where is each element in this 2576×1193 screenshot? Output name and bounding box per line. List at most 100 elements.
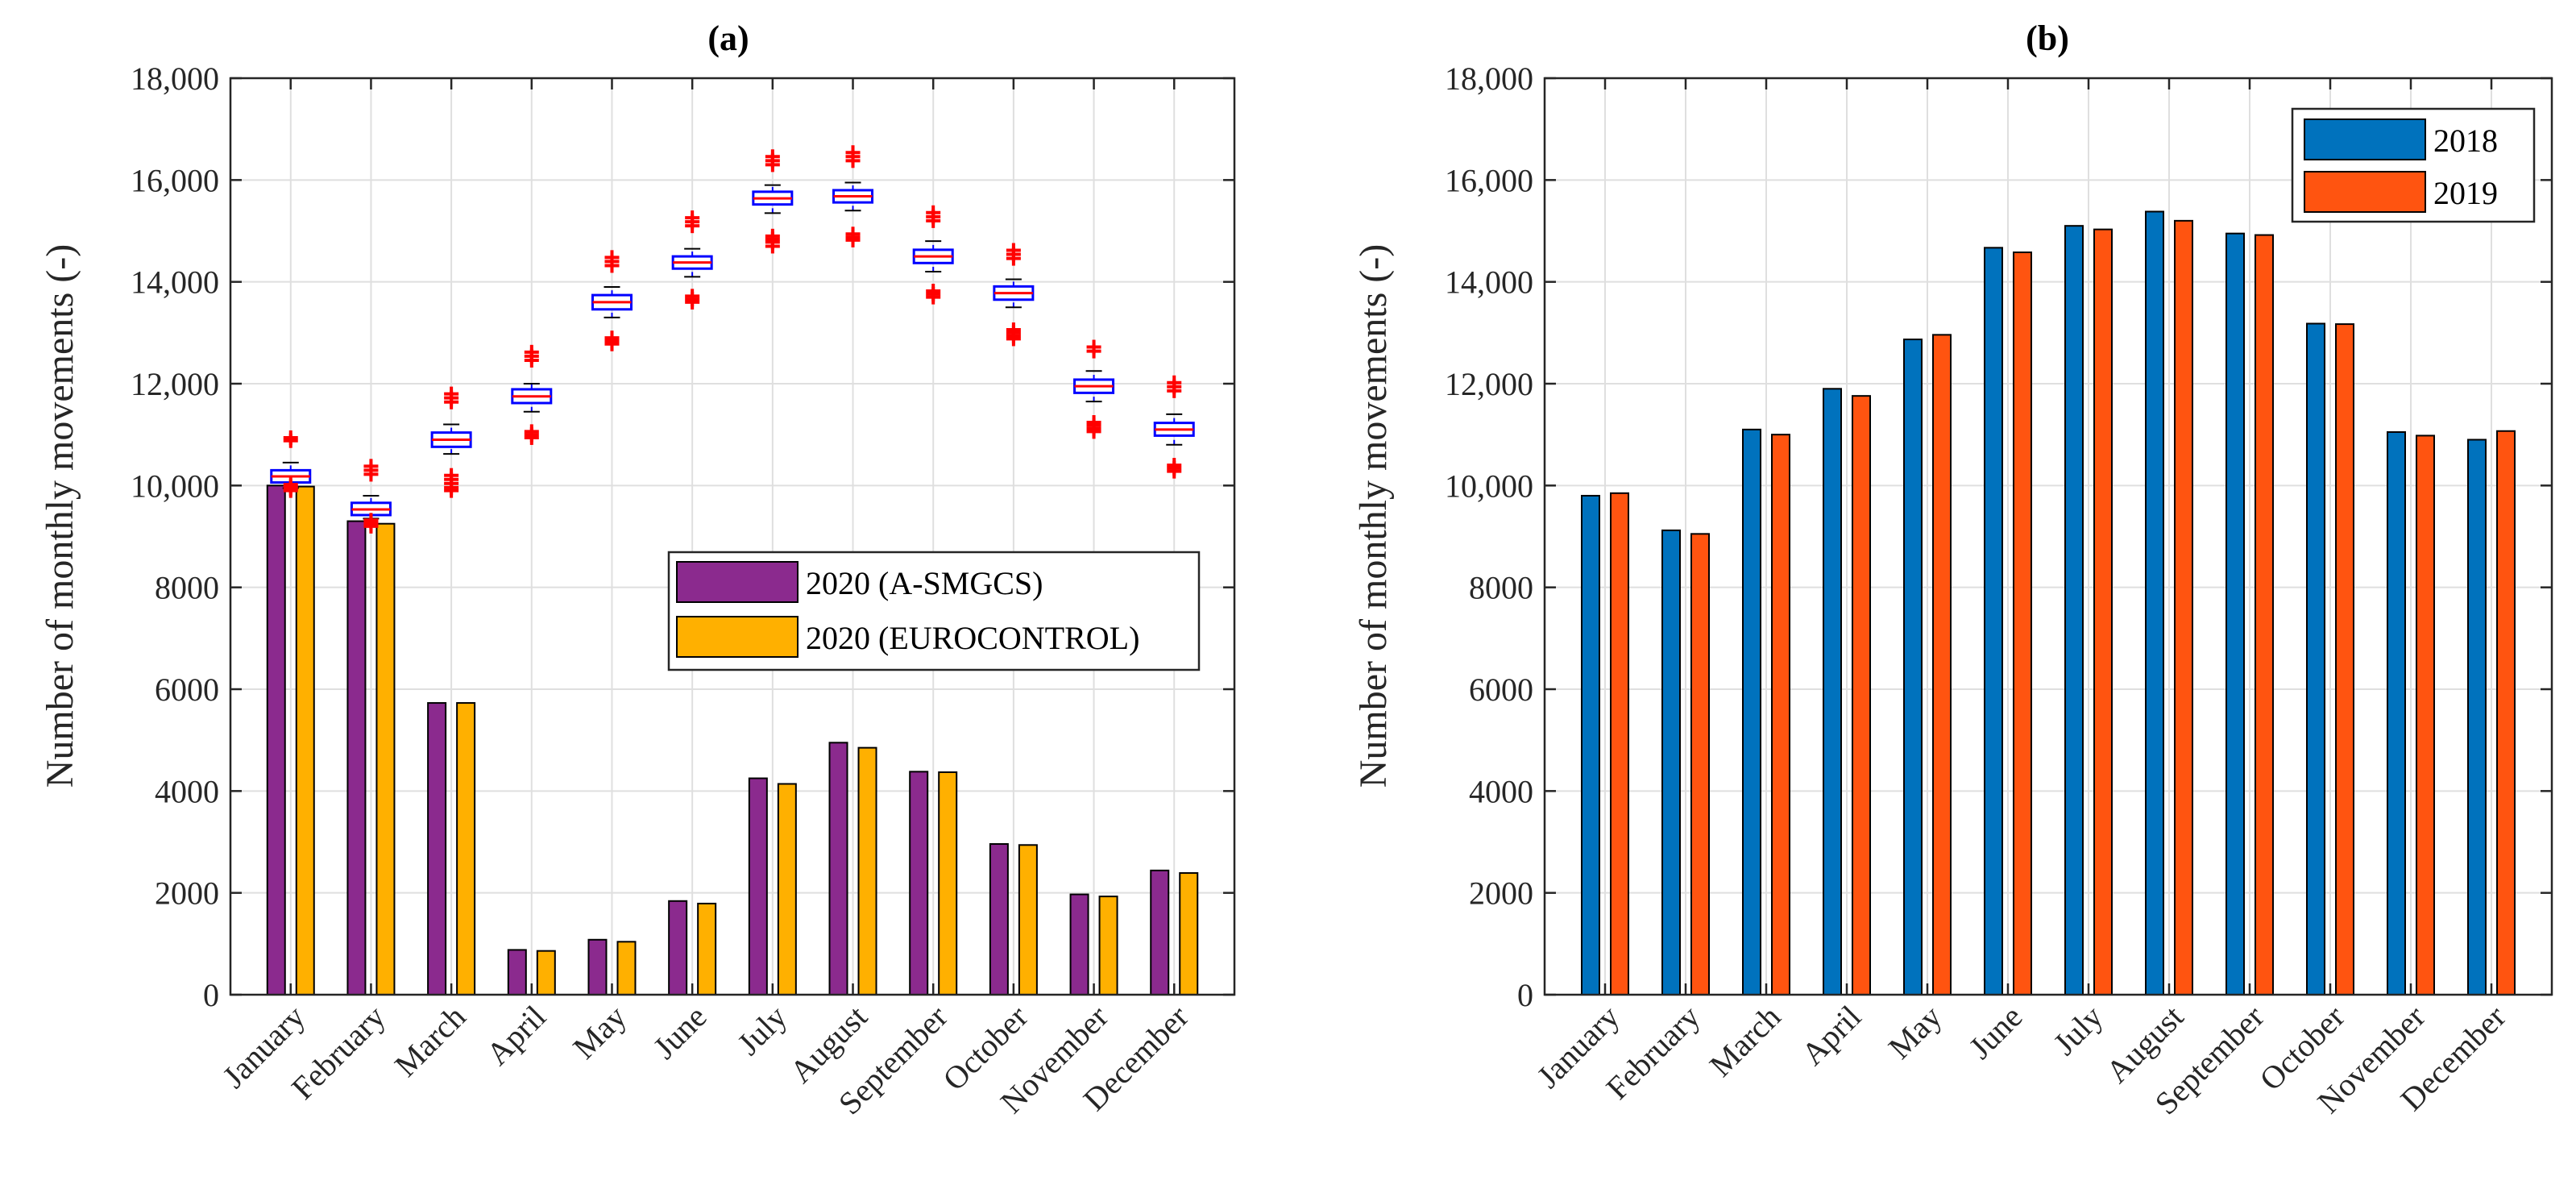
bar-2020-eurocontrol--september [938, 771, 958, 996]
legend-swatch-2019 [2304, 171, 2426, 213]
legend-swatch-a-smgcs [676, 561, 799, 603]
legend-a: 2020 (A-SMGCS) 2020 (EUROCONTROL) [667, 551, 1201, 671]
chart-title-a: (a) [707, 19, 749, 58]
boxplots-a [270, 145, 1195, 534]
bar-2020-a-smgcs--may [587, 938, 608, 996]
y-tick-label: 8000 [1469, 570, 1533, 606]
bar-2020-eurocontrol--january [295, 485, 315, 996]
bar-2019-april [1852, 395, 1871, 996]
bar-2020-a-smgcs--august [828, 742, 848, 996]
bar-2020-a-smgcs--july [748, 777, 768, 996]
y-axis-label-b: Number of monthly movements (-) [1352, 244, 1395, 788]
bar-2018-june [1984, 247, 2003, 996]
bar-2020-eurocontrol--december [1179, 872, 1199, 996]
x-tick-label-july: July [730, 999, 794, 1062]
y-tick-label: 0 [1517, 977, 1533, 1013]
y-tick-label: 14,000 [1445, 264, 1533, 301]
legend-label-eurocontrol: 2020 (EUROCONTROL) [806, 620, 1139, 656]
bar-2018-february [1661, 529, 1681, 996]
x-tick-label-may: May [566, 999, 633, 1066]
chart-panel-a: (a) Number of monthly movements (-) 0 200… [39, 19, 1236, 1121]
y-tick-label: 4000 [1469, 773, 1533, 809]
chart-panel-b: (b) Number of monthly movements (-) 0 200… [1352, 19, 2553, 1121]
y-ticks-a: 0 2000 4000 6000 8000 10,000 12,000 14,000 16,00… [131, 60, 1234, 1013]
y-tick-label: 16,000 [1445, 162, 1533, 198]
legend-b: 2018 2019 [2291, 107, 2536, 223]
y-tick-label: 2000 [155, 875, 219, 912]
y-tick-label: 18,000 [1445, 60, 1533, 97]
bar-2019-december [2496, 430, 2516, 996]
y-tick-label: 10,000 [1445, 468, 1533, 504]
x-tick-label-may: May [1881, 999, 1949, 1066]
bar-2018-october [2306, 322, 2325, 996]
bar-2018-september [2225, 232, 2245, 996]
bar-2018-april [1823, 388, 1842, 996]
y-tick-label: 2000 [1469, 875, 1533, 912]
bar-2020-a-smgcs--june [668, 900, 688, 996]
bar-2020-a-smgcs--january [266, 484, 286, 996]
y-tick-label: 4000 [155, 773, 219, 809]
bar-2020-eurocontrol--july [777, 783, 797, 996]
y-tick-label: 6000 [1469, 671, 1533, 708]
bar-2020-eurocontrol--november [1098, 896, 1118, 996]
x-tick-label-april: April [1794, 999, 1869, 1073]
bar-2020-a-smgcs--november [1069, 893, 1089, 996]
y-tick-label: 18,000 [131, 60, 219, 97]
bar-2018-march [1742, 428, 1761, 996]
legend-label-2019: 2019 [2433, 175, 2498, 211]
plot-frame-a [229, 77, 1236, 996]
y-tick-label: 14,000 [131, 264, 219, 301]
legend-label-a-smgcs: 2020 (A-SMGCS) [806, 565, 1043, 601]
y-tick-label: 10,000 [131, 468, 219, 504]
x-tick-label-march: March [1703, 999, 1788, 1084]
bar-2019-may [1932, 334, 1952, 996]
x-tick-label-june: June [1962, 999, 2030, 1066]
bar-2020-a-smgcs--october [989, 843, 1009, 996]
y-tick-label: 6000 [155, 671, 219, 708]
x-tick-label-march: March [388, 999, 473, 1084]
bar-2020-a-smgcs--february [346, 520, 367, 996]
bar-2019-march [1771, 434, 1790, 996]
bar-2019-september [2255, 234, 2274, 996]
bar-2020-eurocontrol--may [616, 941, 637, 996]
bar-2019-june [2013, 251, 2032, 996]
bar-2020-eurocontrol--august [857, 746, 877, 996]
bar-2019-january [1610, 492, 1629, 996]
bar-2018-november [2387, 431, 2406, 996]
bar-2018-january [1581, 494, 1600, 996]
bar-2019-february [1690, 533, 1710, 996]
bar-2018-december [2467, 439, 2487, 996]
bar-2020-eurocontrol--june [697, 902, 717, 996]
grid-a [230, 78, 1234, 995]
y-ticks-b: 0 2000 4000 6000 8000 10,000 12,000 14,000 16,00… [1445, 60, 2552, 1013]
legend-swatch-2018 [2304, 118, 2426, 160]
y-tick-label: 0 [203, 977, 219, 1013]
x-tick-label-july: July [2046, 999, 2109, 1062]
legend-swatch-eurocontrol [676, 616, 799, 658]
x-tick-label-april: April [479, 999, 554, 1073]
bar-2019-october [2335, 323, 2354, 996]
bars-b [1581, 210, 2516, 996]
y-tick-label: 12,000 [131, 366, 219, 402]
bar-2020-a-smgcs--april [507, 949, 527, 996]
x-tick-label-june: June [646, 999, 714, 1066]
bar-2019-july [2093, 228, 2113, 996]
y-tick-label: 8000 [155, 570, 219, 606]
bar-2019-august [2174, 219, 2193, 996]
y-tick-label: 12,000 [1445, 366, 1533, 402]
y-tick-label: 16,000 [131, 162, 219, 198]
bar-2020-eurocontrol--october [1018, 844, 1038, 996]
bar-2018-may [1903, 339, 1923, 996]
bar-2019-november [2416, 434, 2435, 996]
bar-2020-a-smgcs--september [909, 771, 929, 996]
bar-2020-a-smgcs--december [1150, 869, 1170, 996]
bar-2020-eurocontrol--february [375, 522, 396, 996]
bar-2018-august [2145, 210, 2164, 996]
bar-2020-eurocontrol--march [456, 702, 476, 996]
bar-2020-eurocontrol--april [536, 950, 556, 996]
plot-frame-b [1543, 77, 2553, 996]
bar-2020-a-smgcs--march [427, 702, 447, 996]
y-axis-label-a: Number of monthly movements (-) [39, 244, 81, 788]
chart-title-b: (b) [2026, 19, 2069, 58]
